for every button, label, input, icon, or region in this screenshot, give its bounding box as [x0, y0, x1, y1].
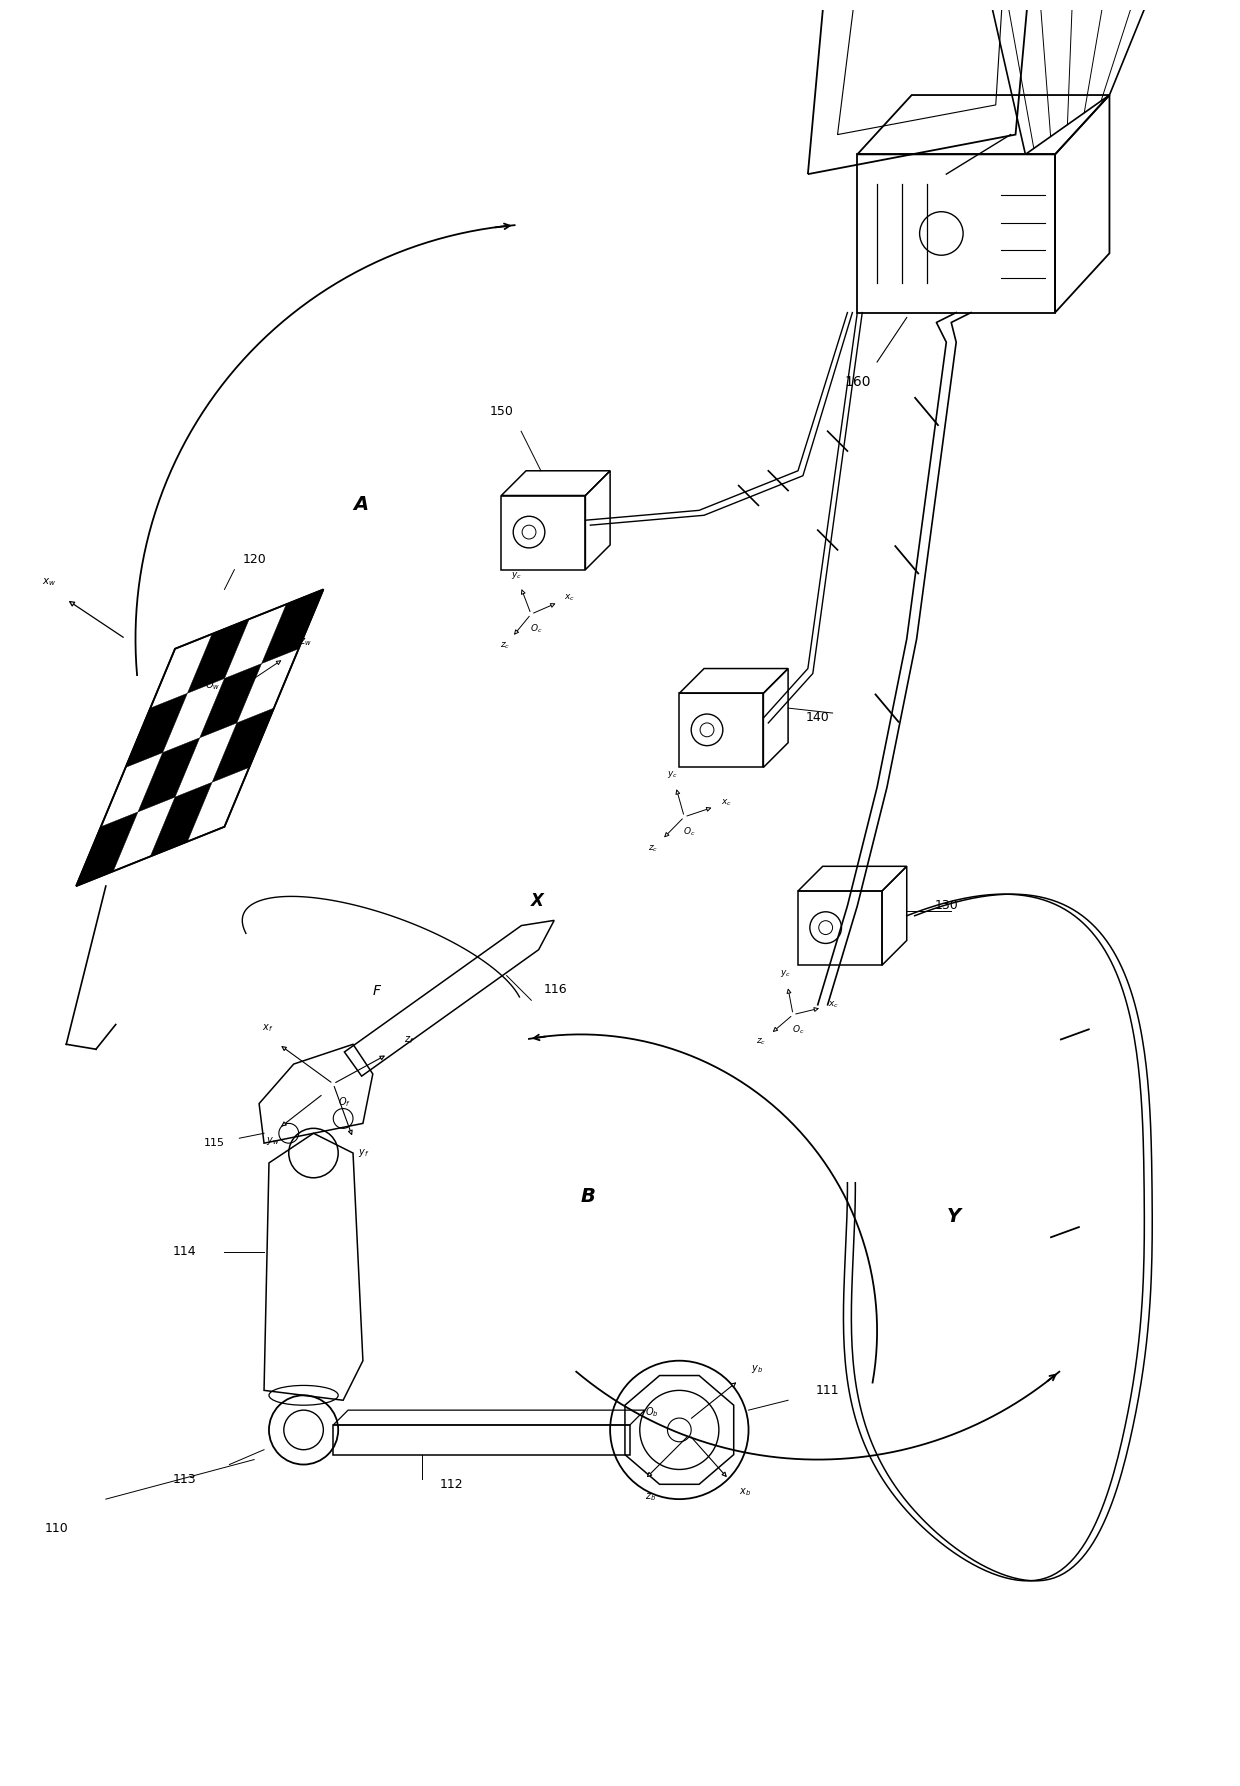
- Text: $z_w$: $z_w$: [299, 636, 311, 648]
- Text: $x_w$: $x_w$: [42, 577, 56, 588]
- Text: 110: 110: [45, 1522, 68, 1536]
- Polygon shape: [125, 693, 187, 768]
- Text: 112: 112: [440, 1477, 464, 1491]
- Polygon shape: [150, 782, 212, 857]
- Text: $z_c$: $z_c$: [756, 1036, 766, 1047]
- Text: $z_c$: $z_c$: [500, 641, 510, 652]
- Text: $x_b$: $x_b$: [739, 1486, 750, 1498]
- Text: $y_c$: $y_c$: [780, 968, 791, 979]
- Text: $x_c$: $x_c$: [828, 1000, 839, 1011]
- Text: $y_w$: $y_w$: [267, 1136, 279, 1147]
- Text: $z_b$: $z_b$: [645, 1491, 656, 1504]
- Text: $x_f$: $x_f$: [262, 1022, 273, 1034]
- Text: $z_f$: $z_f$: [404, 1034, 415, 1047]
- Text: $z_c$: $z_c$: [649, 843, 658, 854]
- Text: 113: 113: [174, 1473, 197, 1486]
- Text: 130: 130: [935, 900, 959, 913]
- Polygon shape: [212, 707, 274, 782]
- Text: A: A: [353, 495, 368, 514]
- Text: $y_c$: $y_c$: [511, 570, 522, 580]
- Text: 120: 120: [242, 554, 267, 566]
- Text: 116: 116: [544, 982, 568, 995]
- Text: 160: 160: [844, 375, 870, 389]
- Text: B: B: [580, 1188, 595, 1207]
- Text: $O_w$: $O_w$: [205, 679, 219, 693]
- Text: $x_c$: $x_c$: [720, 798, 732, 807]
- Text: $O_b$: $O_b$: [645, 1406, 658, 1418]
- Text: $y_c$: $y_c$: [667, 768, 678, 780]
- Text: $O_c$: $O_c$: [791, 1023, 805, 1036]
- Polygon shape: [262, 589, 324, 664]
- Polygon shape: [200, 664, 262, 738]
- Text: $x_c$: $x_c$: [564, 593, 574, 604]
- Text: 150: 150: [490, 405, 513, 418]
- Text: $y_f$: $y_f$: [358, 1147, 370, 1159]
- Text: Y: Y: [946, 1207, 961, 1227]
- Text: 114: 114: [174, 1245, 197, 1259]
- Text: 140: 140: [806, 711, 830, 725]
- Text: X: X: [531, 891, 544, 909]
- Polygon shape: [138, 738, 200, 813]
- Polygon shape: [76, 589, 324, 886]
- Polygon shape: [187, 620, 249, 693]
- Text: $y_b$: $y_b$: [750, 1363, 763, 1375]
- Polygon shape: [76, 813, 138, 886]
- Text: 115: 115: [205, 1138, 226, 1148]
- Text: $O_c$: $O_c$: [529, 623, 542, 636]
- Text: 111: 111: [816, 1384, 839, 1397]
- Text: $O_c$: $O_c$: [683, 825, 696, 838]
- Text: $O_f$: $O_f$: [339, 1095, 351, 1109]
- Text: F: F: [373, 984, 381, 998]
